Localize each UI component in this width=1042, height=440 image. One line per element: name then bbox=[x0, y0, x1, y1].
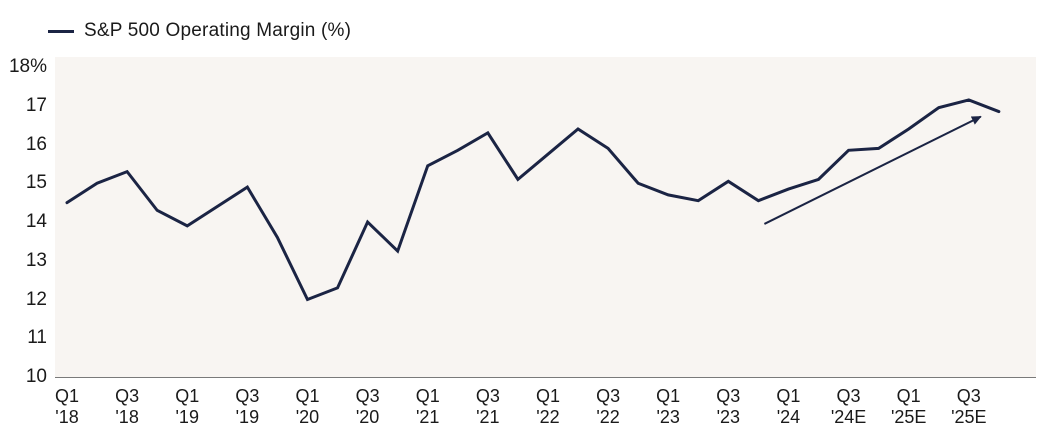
y-axis-tick-label: 11 bbox=[27, 327, 47, 349]
x-axis-tick-label: Q3'23 bbox=[716, 386, 741, 427]
x-axis-tick-label: Q1'23 bbox=[656, 386, 681, 427]
x-axis-tick-label: Q3'25E bbox=[951, 386, 987, 427]
legend: S&P 500 Operating Margin (%) bbox=[48, 20, 351, 42]
x-axis-tick-label: Q1'20 bbox=[295, 386, 320, 427]
x-axis-tick-label: Q3'22 bbox=[596, 386, 621, 427]
x-axis-tick-label: Q3'19 bbox=[235, 386, 260, 427]
x-axis-tick-label: Q3'24E bbox=[830, 386, 867, 427]
y-axis-tick-label: 18% bbox=[8, 56, 47, 77]
plot-area bbox=[55, 57, 1036, 378]
y-axis-tick-label: 16 bbox=[25, 133, 47, 155]
legend-label: S&P 500 Operating Margin (%) bbox=[84, 20, 352, 41]
legend-line-swatch bbox=[48, 29, 74, 33]
x-axis-tick-label: Q1'22 bbox=[535, 386, 560, 427]
x-axis-tick-label: Q1'18 bbox=[54, 386, 79, 427]
x-axis-tick-label: Q1'25E bbox=[890, 386, 927, 427]
x-axis-tick-label: Q1'19 bbox=[175, 386, 200, 427]
y-axis-tick-label: 14 bbox=[25, 211, 47, 232]
x-axis-tick-label: Q1'21 bbox=[415, 386, 440, 427]
y-axis-tick-label: 10 bbox=[25, 366, 47, 387]
x-axis-tick-label: Q1'24 bbox=[776, 386, 801, 427]
x-axis-tick-label: Q3'18 bbox=[115, 386, 140, 427]
y-axis-tick-label: 17 bbox=[25, 94, 47, 116]
x-axis-tick-label: Q3'21 bbox=[475, 386, 500, 427]
x-axis-tick-label: Q3'20 bbox=[355, 386, 380, 427]
y-axis-tick-label: 13 bbox=[25, 249, 47, 271]
y-axis-tick-label: 15 bbox=[25, 172, 47, 194]
y-axis-tick-label: 12 bbox=[25, 288, 47, 310]
